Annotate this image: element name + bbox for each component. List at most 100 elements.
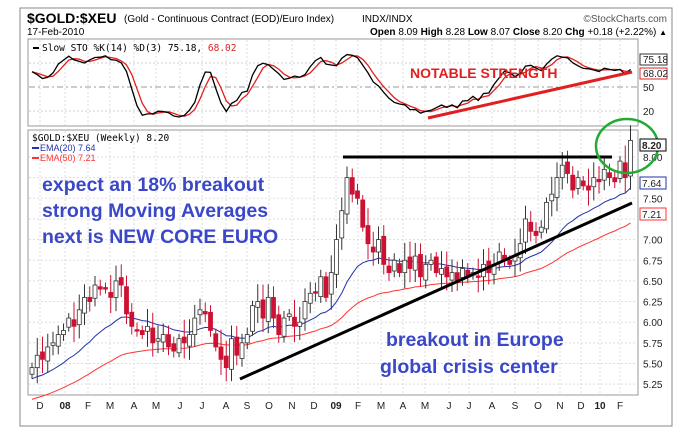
sto-lines [31,53,631,118]
price-axis: 8.00 7.50 7.00 6.75 6.50 6.25 6.00 5.75 5.50 5.25 [643,153,663,391]
svg-text:7.21: 7.21 [642,210,662,221]
time-tick-label: M [421,401,429,412]
sto-trendline [427,70,633,120]
candle-body [580,180,586,187]
support-trendline [239,201,633,381]
time-tick-label: A [489,401,496,412]
candle-body [533,230,539,236]
candle-body [118,277,124,286]
candle-body [554,177,560,198]
candle-body [612,177,618,183]
candle-body [528,221,534,232]
time-tick-label: A [223,401,230,412]
time-tick-label: M [377,401,385,412]
annotation-line: expect an 18% breakout [42,174,265,196]
candle-body [370,246,376,253]
sto-k-tag: 75.18 [639,53,668,66]
candle-body [145,325,150,332]
candle-body [208,311,213,331]
candle-body [575,177,581,189]
candle-body [155,338,161,342]
candle-body [449,272,455,281]
ema50-line [31,222,631,400]
candle-body [29,367,35,375]
candle-body [113,280,119,298]
time-tick-label: F [617,401,623,412]
candle-body [418,254,423,278]
price-grid [29,131,637,394]
time-tick-label: F [85,401,91,412]
candle-body [565,161,570,174]
candle-body [108,292,114,298]
candle-body [40,351,45,360]
candle-body [407,256,413,269]
candle-body [386,265,392,274]
time-tick-label: J [467,401,472,412]
svg-text:7.64: 7.64 [642,179,662,190]
time-tick-label: J [200,401,205,412]
price-tick-label: 5.75 [643,339,663,350]
time-tick-label: M [152,401,160,412]
annotation-line: next is NEW CORE EURO [42,226,278,248]
candle-body [334,239,339,275]
candle-body [292,316,297,327]
candle-body [129,311,135,327]
sto-d-line [31,55,631,117]
candle-body [313,291,318,294]
candle-body [444,266,450,278]
symbol-description: (Gold - Continuous Contract (EOD)/Euro I… [124,14,334,25]
svg-text:68.02: 68.02 [643,69,668,80]
candle-body [45,346,51,362]
time-tick-label: J [178,401,183,412]
time-tick-label: S [512,401,519,412]
candle-body [202,311,208,315]
candle-body [460,268,465,278]
time-tick-label: A [400,401,407,412]
time-tick-label: J [447,401,452,412]
candle-body [176,338,182,354]
candle-body [607,172,612,179]
candle-body [260,299,266,319]
candle-body [355,190,360,199]
candle-body [276,314,282,335]
candle-body [586,185,591,191]
annotation-line: strong Moving Averages [42,200,268,222]
time-tick-label: O [534,401,542,412]
price-legend: $GOLD:$XEU (Weekly) 8.20 [32,133,170,144]
candle-body [349,177,355,195]
candle-body [76,309,82,326]
candle-body [402,259,408,274]
candle-body [307,292,313,304]
candle-body [66,317,72,328]
time-tick-label: D [310,401,317,412]
candle-body [570,174,576,191]
candle-body [97,286,103,290]
candle-body [244,334,250,344]
candle-body [517,243,523,259]
candle-body [591,177,597,188]
candle-body [381,235,387,265]
candle-body [297,321,303,327]
candle-body [71,319,77,327]
candle-body [187,334,192,347]
candle-body [596,178,602,183]
candle-body [365,225,371,245]
ohlc-readout: Open 8.09 High 8.28 Low 8.07 Close 8.20 … [370,27,667,38]
candle-body [412,255,418,271]
candle-body [229,338,234,370]
ema50-tag: 7.21 [639,207,667,221]
price-tick-label: 7.00 [643,236,663,247]
price-tick-label: 6.50 [643,277,663,288]
stockcharts-brand: ©StockCharts.com [583,14,667,25]
candle-body [213,333,219,348]
candle-body [103,287,108,290]
candle-body [318,276,324,297]
sto-legend: Slow STO %K(14) %D(3) 75.18, 68.02 [42,43,237,54]
candle-body [397,263,402,274]
candle-body [134,329,140,332]
time-tick-label: D [36,401,43,412]
candle-body [628,140,633,177]
candle-body [61,330,66,335]
candle-body [391,259,397,272]
time-tick-label: N [556,401,563,412]
